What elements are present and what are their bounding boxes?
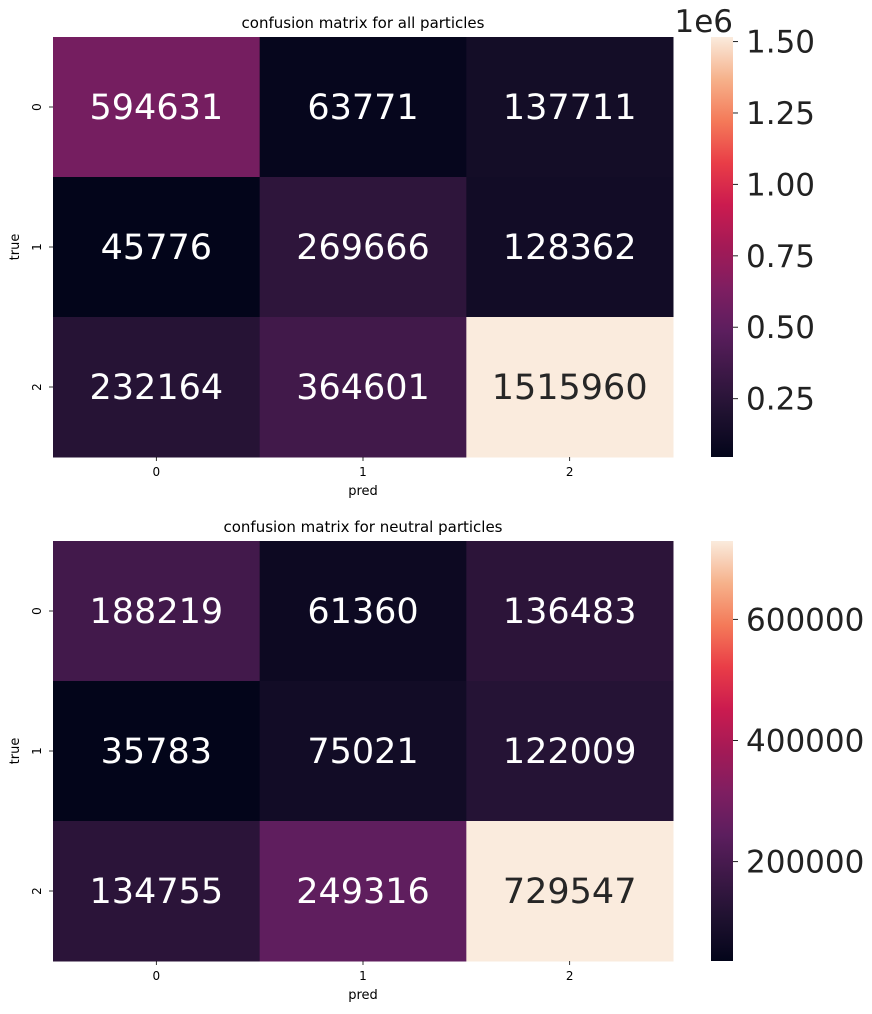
- heatmap-panel-1: confusion matrix for neutral particles 18…: [8, 518, 864, 1003]
- y-tick-label: 1: [30, 747, 44, 755]
- cell-value-label: 122009: [503, 732, 637, 772]
- y-tick-label: 2: [30, 383, 44, 391]
- chart-title: confusion matrix for all particles: [242, 14, 485, 32]
- colorbar: [711, 37, 733, 457]
- heatmap-cell: [466, 37, 674, 178]
- heatmap-cell: [259, 821, 467, 962]
- x-axis-label: pred: [348, 988, 378, 1003]
- cell-value-label: 45776: [101, 228, 212, 268]
- x-tick-label: 2: [566, 465, 574, 479]
- chart-title: confusion matrix for neutral particles: [223, 518, 502, 536]
- cell-value-label: 188219: [90, 592, 224, 632]
- x-axis-label: pred: [348, 484, 378, 499]
- cell-value-label: 35783: [101, 732, 212, 772]
- colorbar-tick-label: 600000: [746, 602, 864, 638]
- colorbar-tick-label: 400000: [746, 724, 864, 760]
- heatmap-cell: [259, 317, 467, 458]
- y-tick-label: 1: [30, 243, 44, 251]
- y-axis-label: true: [8, 738, 23, 765]
- heatmap-panel-0: confusion matrix for all particles 594631…: [8, 4, 815, 499]
- heatmap-cell: [259, 541, 467, 682]
- cell-value-label: 269666: [296, 228, 430, 268]
- cell-value-label: 75021: [307, 732, 418, 772]
- colorbar: [711, 541, 733, 961]
- x-tick-label: 1: [359, 465, 367, 479]
- heatmap-cell: [466, 177, 674, 318]
- cell-value-label: 729547: [503, 872, 637, 912]
- heatmap-cell: [53, 681, 261, 822]
- colorbar-tick-label: 0.75: [746, 239, 815, 275]
- y-tick-label: 2: [30, 887, 44, 895]
- heatmap-cell: [259, 37, 467, 178]
- y-tick-label: 0: [30, 607, 44, 615]
- heatmap-cell: [466, 681, 674, 822]
- colorbar-tick-label: 0.25: [746, 382, 815, 418]
- cell-value-label: 134755: [90, 872, 224, 912]
- y-tick-label: 0: [30, 103, 44, 111]
- cell-value-label: 63771: [307, 88, 418, 128]
- colorbar-exponent-label: 1e6: [674, 4, 733, 40]
- heatmap-cell: [466, 541, 674, 682]
- x-tick-label: 1: [359, 969, 367, 983]
- heatmap-cell: [53, 821, 261, 962]
- heatmap-cell: [259, 681, 467, 822]
- heatmap-cell: [53, 317, 261, 458]
- x-tick-label: 0: [153, 969, 161, 983]
- cell-value-label: 136483: [503, 592, 637, 632]
- colorbar-tick-label: 1.00: [746, 167, 815, 203]
- heatmap-cell: [466, 317, 674, 458]
- heatmap-cell: [53, 541, 261, 682]
- cell-value-label: 128362: [503, 228, 637, 268]
- colorbar-tick-label: 0.50: [746, 310, 815, 346]
- heatmap-cell: [53, 177, 261, 318]
- heatmap-cell: [466, 821, 674, 962]
- colorbar-tick-label: 200000: [746, 845, 864, 881]
- colorbar-tick-label: 1.25: [746, 96, 815, 132]
- cell-value-label: 1515960: [492, 368, 648, 408]
- cell-value-label: 137711: [503, 88, 637, 128]
- x-tick-label: 0: [153, 465, 161, 479]
- cell-value-label: 594631: [90, 88, 224, 128]
- y-axis-label: true: [8, 234, 23, 261]
- x-tick-label: 2: [566, 969, 574, 983]
- cell-value-label: 364601: [296, 368, 430, 408]
- heatmap-cell: [53, 37, 261, 178]
- heatmap-cell: [259, 177, 467, 318]
- cell-value-label: 232164: [90, 368, 224, 408]
- cell-value-label: 61360: [307, 592, 418, 632]
- colorbar-tick-label: 1.50: [746, 25, 815, 61]
- cell-value-label: 249316: [296, 872, 430, 912]
